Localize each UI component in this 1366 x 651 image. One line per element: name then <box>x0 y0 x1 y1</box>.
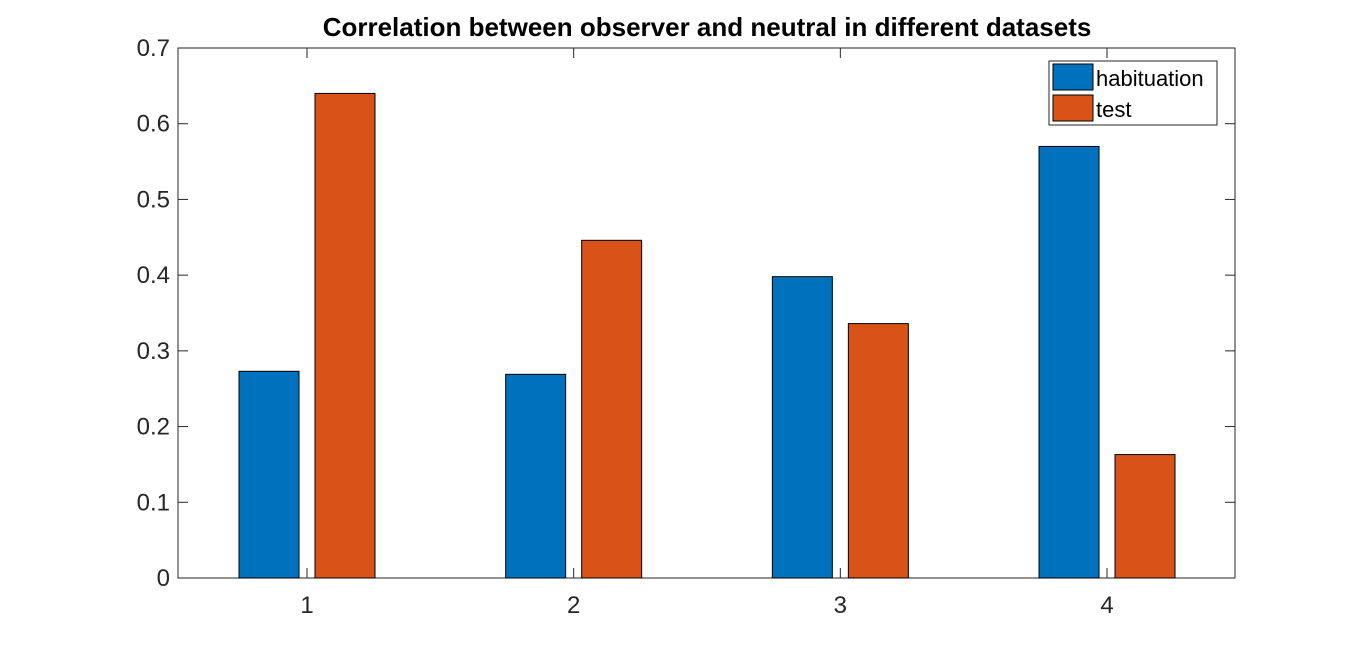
y-tick-label: 0.5 <box>137 186 170 213</box>
legend-swatch-test <box>1052 94 1094 122</box>
y-tick-label: 0.3 <box>137 338 170 365</box>
ticks: 0 0.1 0.2 0.3 0.4 0.5 0.6 0.7 1 2 3 4 <box>137 35 1235 619</box>
bar-habituation-3 <box>771 276 833 579</box>
bar-test-3 <box>847 323 909 579</box>
chart-title: Correlation between observer and neutral… <box>323 12 1092 42</box>
bars <box>238 92 1176 579</box>
axes <box>177 47 1236 579</box>
legend: habituation test <box>1048 60 1218 126</box>
x-tick-label: 1 <box>300 592 313 619</box>
bar-habituation-2 <box>505 373 567 579</box>
legend-swatch-habituation <box>1052 63 1094 91</box>
x-tick-label: 4 <box>1100 592 1113 619</box>
bar-test-1 <box>314 92 376 579</box>
y-tick-label: 0.6 <box>137 111 170 138</box>
y-tick-label: 0 <box>157 565 170 592</box>
bar-test-2 <box>581 239 643 579</box>
x-tick-label: 2 <box>567 592 580 619</box>
bar-habituation-1 <box>238 370 300 579</box>
y-tick-label: 0.2 <box>137 414 170 441</box>
bar-habituation-4 <box>1038 145 1100 579</box>
y-tick-label: 0.7 <box>137 35 170 62</box>
y-tick-label: 0.1 <box>137 489 170 516</box>
legend-label-habituation: habituation <box>1096 66 1204 91</box>
y-tick-label: 0.4 <box>137 262 170 289</box>
bar-test-4 <box>1114 454 1176 579</box>
plot-area-frame <box>177 47 1236 579</box>
x-tick-label: 3 <box>834 592 847 619</box>
legend-label-test: test <box>1096 97 1131 122</box>
